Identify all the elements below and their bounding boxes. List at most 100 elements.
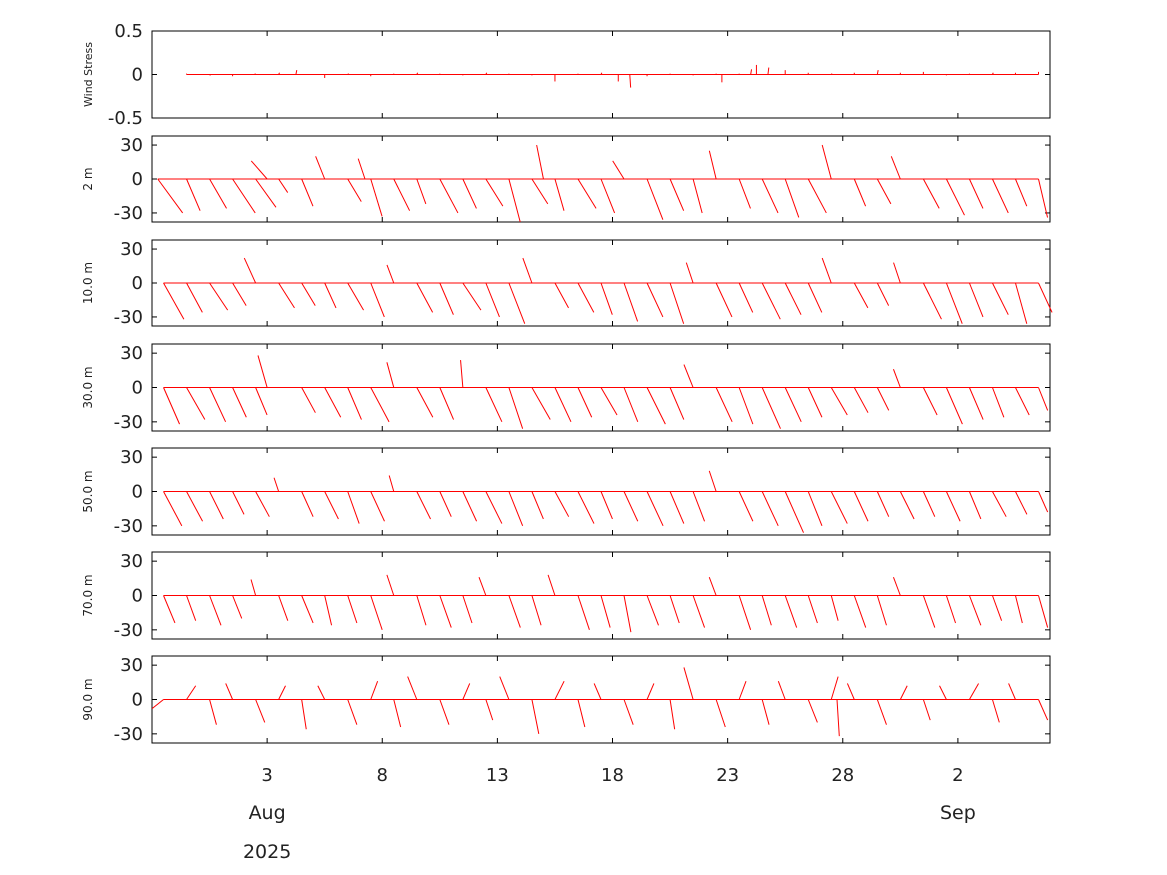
vector-stick (761, 595, 772, 626)
y-axis-label: 30.0 m (81, 366, 95, 408)
vector-stick (1014, 595, 1023, 624)
x-tick-label: 18 (601, 765, 624, 786)
vector-stick (692, 491, 706, 522)
vector-stick (317, 685, 326, 700)
y-tick-label: 30 (120, 135, 143, 156)
vector-stick (508, 282, 526, 324)
vector-stick (968, 178, 984, 209)
vector-stick (708, 577, 717, 596)
y-tick-label: -0.5 (108, 108, 143, 129)
vector-stick (508, 491, 524, 527)
vector-stick (347, 387, 362, 420)
vector-stick (646, 387, 666, 425)
vector-stick (853, 387, 869, 413)
vector-stick (278, 282, 295, 309)
vector-stick (807, 282, 823, 313)
vector-stick (388, 475, 395, 492)
vector-stick (531, 491, 544, 520)
y-axis-label: Wind Stress (82, 42, 95, 107)
vector-stick (750, 69, 753, 75)
vector-stick (807, 387, 823, 418)
vector-stick (738, 282, 754, 313)
vector-stick (708, 150, 717, 180)
vector-stick (945, 387, 963, 425)
vector-stick (462, 683, 471, 700)
vector-stick (577, 178, 597, 209)
vector-stick (577, 282, 595, 313)
vector-stick (646, 282, 664, 318)
vector-stick (623, 282, 639, 322)
panel-0: -0.5 0 0.5 Wind Stress (82, 21, 1051, 129)
vector-stick (708, 470, 717, 492)
panel-3: -30 0 30 30.0 m (81, 343, 1051, 433)
vector-stick (922, 699, 931, 721)
vector-stick (767, 67, 770, 75)
vector-stick (836, 699, 840, 737)
vector-stick (623, 491, 639, 522)
vector-stick (669, 595, 680, 624)
vector-stick (738, 178, 751, 209)
y-tick-label: 0.5 (114, 21, 143, 42)
vector-stick (186, 491, 204, 522)
vector-stick (508, 178, 521, 223)
vector-stick (899, 685, 908, 700)
vector-stick (893, 262, 901, 284)
vector-stick (157, 178, 184, 214)
vector-stick (232, 387, 247, 418)
vector-stick (761, 699, 770, 725)
vector-stick (807, 595, 818, 624)
vector-stick (669, 178, 685, 211)
vector-stick (186, 178, 201, 211)
vector-stick (462, 178, 477, 209)
vector-stick (646, 595, 659, 626)
vector-stick (315, 156, 326, 180)
vector-stick (853, 595, 867, 628)
panel-6: -30 0 30 90.0 m (81, 655, 1051, 745)
vector-stick (301, 387, 316, 413)
vector-stick (876, 282, 890, 306)
vector-stick (738, 491, 754, 522)
vector-stick (991, 387, 1005, 418)
y-tick-label: -30 (114, 307, 143, 328)
y-tick-label: -30 (114, 412, 143, 433)
panel-5: -30 0 30 70.0 m (81, 551, 1051, 641)
vector-stick (738, 595, 752, 631)
vector-stick (370, 595, 383, 631)
vector-stick (163, 282, 185, 320)
vector-stick (554, 387, 572, 423)
vector-stick (531, 178, 549, 205)
vector-stick (600, 491, 613, 520)
vector-stick (439, 178, 459, 214)
vector-stick (462, 595, 473, 624)
vector-stick (209, 491, 224, 520)
y-axis-label: 70.0 m (81, 574, 95, 616)
y-tick-label: -30 (114, 516, 143, 537)
vector-stick (577, 699, 586, 728)
vector-stick (830, 491, 848, 524)
vector-stick (209, 178, 227, 209)
x-tick-label: 23 (716, 765, 739, 786)
vector-stick (945, 491, 961, 522)
vector-stick (876, 387, 890, 411)
y-tick-label: 30 (120, 655, 143, 676)
vector-stick (991, 699, 1000, 723)
vector-stick (577, 491, 595, 524)
vector-stick (301, 595, 314, 624)
vector-stick (1038, 178, 1049, 218)
vector-stick (807, 699, 818, 723)
vector-stick (784, 491, 804, 533)
y-tick-label: 0 (132, 378, 143, 399)
vector-stick (416, 178, 427, 205)
vector-stick (250, 160, 268, 180)
vector-stick (508, 595, 521, 628)
vector-stick (347, 282, 364, 311)
vector-stick (1015, 387, 1030, 416)
vector-stick (968, 282, 984, 318)
vector-stick (370, 681, 379, 700)
y-axis-label: 90.0 m (81, 678, 95, 720)
y-tick-label: 0 (132, 586, 143, 607)
y-tick-label: -30 (114, 620, 143, 641)
vector-stick (522, 257, 533, 284)
vector-stick (899, 491, 915, 520)
y-tick-label: 0 (132, 690, 143, 711)
